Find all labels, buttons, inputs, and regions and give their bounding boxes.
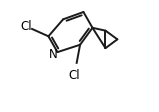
Text: Cl: Cl — [21, 20, 32, 33]
Text: Cl: Cl — [69, 68, 80, 81]
Text: N: N — [49, 47, 58, 60]
